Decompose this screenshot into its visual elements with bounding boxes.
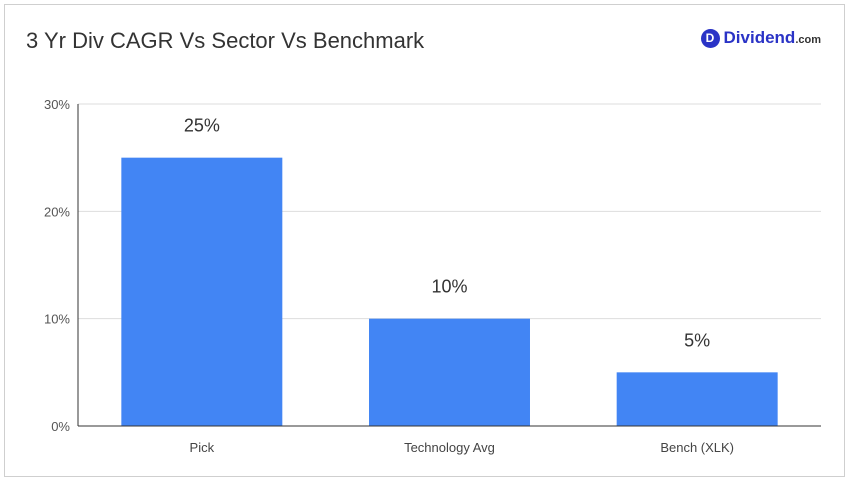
y-tick-label: 0%	[51, 419, 70, 434]
chart-title: 3 Yr Div CAGR Vs Sector Vs Benchmark	[26, 28, 425, 53]
y-tick-label: 20%	[44, 204, 70, 219]
data-label: 10%	[431, 277, 467, 297]
x-tick-label: Pick	[190, 440, 215, 455]
dividend-logo[interactable]: D Dividend .com	[700, 28, 821, 48]
logo-tld: .com	[795, 34, 821, 46]
y-tick-label: 30%	[44, 97, 70, 112]
data-label: 5%	[684, 330, 710, 350]
bar-technology-avg	[369, 318, 530, 426]
y-tick-label: 10%	[44, 312, 70, 327]
x-tick-label: Technology Avg	[404, 440, 495, 455]
logo-name: Dividend	[723, 28, 796, 47]
bar-pick	[121, 157, 283, 426]
logo-mark-icon: D	[700, 28, 720, 48]
x-tick-label: Bench (XLK)	[660, 440, 734, 455]
bar-bench-xlk-	[616, 372, 778, 426]
data-label: 25%	[184, 116, 220, 136]
